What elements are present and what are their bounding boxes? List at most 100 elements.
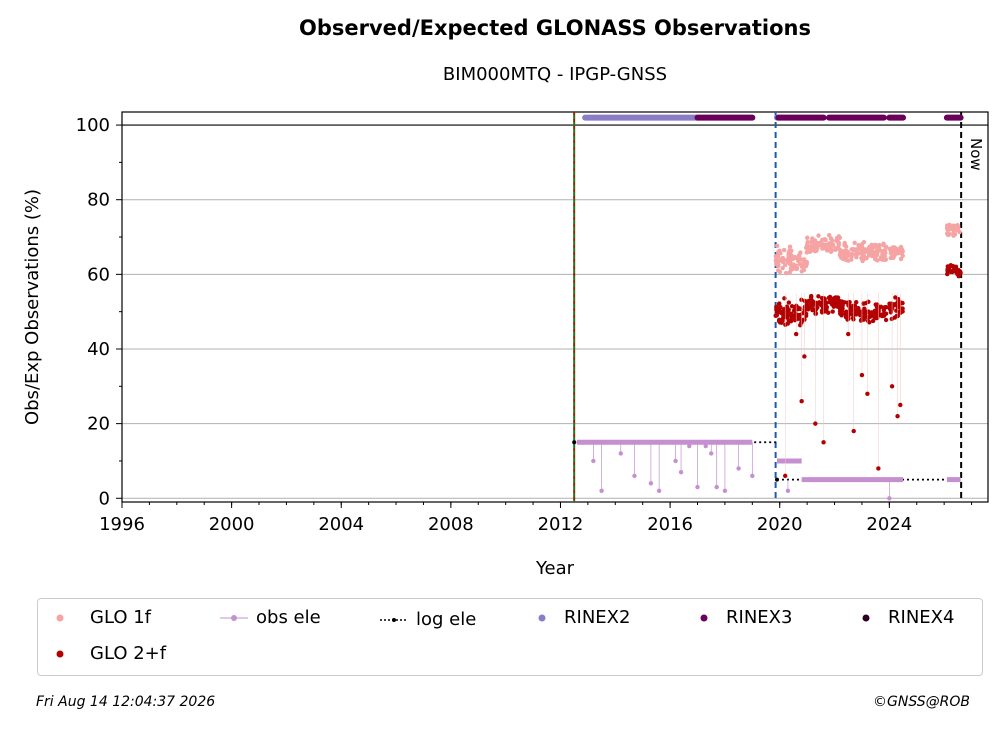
legend-marker-rinex4 [850,608,882,628]
glo2f-point [863,300,868,306]
glo2f-point [780,316,785,321]
glo2f-point [900,306,905,311]
glo1f-point [821,246,826,251]
glo2f-point [807,303,812,308]
glo2f-point [816,294,821,299]
glo2f-point [865,318,871,324]
chart-subtitle: BIM000MTQ - IPGP-GNSS [442,64,668,85]
legend-item-rinex4: RINEX4 [850,607,954,628]
footer-credit: ©GNSS@ROB [873,694,970,710]
legend-item-log-ele: log ele [378,609,476,630]
glo2f-point [838,304,844,310]
glo1f-point [781,258,786,263]
legend: GLO 1f GLO 2+f obs ele log ele RINEX2 RI… [37,598,983,676]
glo2f-point [785,315,790,320]
obs-ele-point [695,484,700,490]
legend-label-glo2f: GLO 2+f [90,643,167,664]
obs-ele-point [736,466,741,471]
obs-ele-point [687,443,692,449]
glo2f-point [773,313,778,318]
obs-ele-point [750,473,755,479]
glo2f-point [838,311,843,317]
glo2f-point [823,308,828,313]
glo1f-point [781,247,787,253]
glo1f-point [881,241,886,246]
obs-ele-point [887,496,892,501]
glo2f-point [887,301,892,306]
glo1f-point [782,262,788,268]
legend-label-glo1f: GLO 1f [90,607,152,628]
glo2f-point [813,311,819,316]
obs-ele-point [591,458,596,464]
log-ele-point [572,440,577,445]
legend-marker-glo1f [52,608,84,628]
glo1f-point [854,255,859,260]
glo1f-point [828,249,834,254]
glo2f-point [778,309,783,314]
glo2f-point [854,300,859,305]
glo1f-point [897,250,902,255]
glo1f-point [809,244,814,249]
glo2f-point [845,311,850,316]
glo1f-point [817,243,823,248]
glo1f-point [776,262,781,267]
glo2f-point [889,316,894,322]
glo2f-point [786,300,792,305]
glo2f-point [789,304,795,309]
glo2f-outlier [876,466,881,471]
glo2f-point [790,313,795,318]
glo2f-point [798,306,803,312]
glo1f-point [861,249,866,255]
glo1f-point [807,247,813,253]
glo1f-point [836,240,842,246]
glo2f-point [851,317,856,322]
glo2f-point [897,310,902,315]
glo2f-point [830,301,835,306]
glo1f-point [780,265,785,271]
glo2f-outlier [851,428,856,434]
chart-title: Observed/Expected GLONASS Observations [299,16,811,40]
glo1f-point [844,248,849,254]
glo1f-point [891,255,896,261]
legend-marker-obs-ele [218,608,250,628]
y-tick-label: 60 [87,264,110,285]
glo2f-point [809,293,814,299]
glo1f-point [882,248,888,253]
now-label: Now [967,138,985,171]
glo2f-outlier [898,402,903,408]
glo2f-point [894,308,899,313]
glo2f-point [874,312,880,318]
obs-ele-point [580,440,585,445]
obs-ele-point [722,488,728,494]
glo2f-point [803,311,809,317]
glo1f-point [834,236,840,241]
glo2f-outlier [821,440,826,445]
glo2f-outlier [799,399,804,404]
glo2f-point [797,323,803,328]
glo2f-point [777,320,783,325]
glo1f-point [883,244,889,250]
glo2f-point [956,267,961,273]
glo1f-point [796,257,802,262]
glo1f-point [833,246,838,251]
legend-item-rinex3: RINEX3 [688,607,792,628]
glo1f-point [777,248,782,253]
glo1f-point [790,256,796,261]
glo2f-point [782,309,787,314]
glo2f-point [956,274,961,279]
x-tick-label: 2024 [866,514,912,535]
glo1f-point [842,240,847,246]
glo2f-point [817,301,822,306]
y-tick-label: 40 [87,339,110,360]
glo2f-point [856,305,861,311]
glo2f-point [862,306,867,311]
glo2f-point [847,305,853,311]
x-tick-label: 2016 [647,514,693,535]
obs-ele-point [678,469,684,475]
legend-marker-rinex3 [688,608,720,628]
y-tick-label: 0 [99,488,110,509]
glo1f-point [786,250,791,255]
obs-ele-point [714,484,719,490]
glo1f-point [892,247,897,252]
glo2f-outlier [859,372,865,378]
